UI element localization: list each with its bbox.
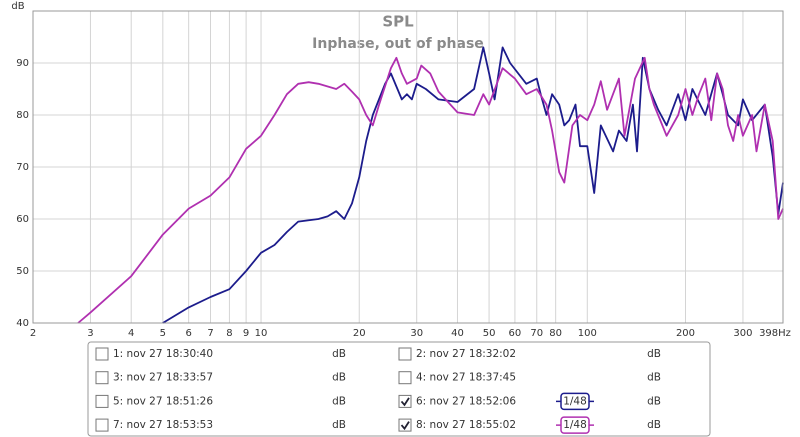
y-tick-label: 50 [16, 266, 29, 277]
y-axis-label: dB [11, 1, 24, 12]
x-tick-label: 9 [243, 328, 249, 339]
x-tick-label: 2 [30, 328, 36, 339]
x-tick-label: 80 [549, 328, 562, 339]
line-series [77, 56, 784, 324]
legend-label: 8: nov 27 18:55:02 [416, 419, 516, 431]
checkbox[interactable] [95, 418, 109, 432]
legend-label: 6: nov 27 18:52:06 [416, 395, 516, 407]
legend-unit: dB [647, 372, 661, 384]
chart-subtitle: Inphase, out of phase [312, 36, 484, 52]
checkmark [400, 397, 410, 407]
legend-label: 3: nov 27 18:33:57 [113, 372, 213, 384]
smoothing-badge[interactable] [560, 416, 590, 434]
legend [87, 341, 711, 437]
smoothing-label: 1/48 [563, 419, 587, 431]
legend-label: 1: nov 27 18:30:40 [113, 348, 213, 360]
y-tick-label: 80 [16, 110, 29, 121]
plot-area [32, 10, 784, 324]
checkbox[interactable] [95, 371, 109, 385]
legend-unit: dB [332, 348, 346, 360]
legend-unit: dB [647, 395, 661, 407]
x-tick-label: 6 [185, 328, 191, 339]
smoothing-badge[interactable] [560, 392, 590, 411]
x-tick-label: 4 [128, 328, 134, 339]
x-tick-label: 30 [410, 328, 423, 339]
y-tick-label: 90 [16, 58, 29, 69]
legend-unit: dB [647, 419, 661, 431]
legend-unit: dB [332, 372, 346, 384]
y-tick-label: 70 [16, 162, 29, 173]
legend-unit: dB [332, 419, 346, 431]
x-tick-label: 5 [160, 328, 166, 339]
x-tick-label: 20 [353, 328, 366, 339]
x-tick-label: 8 [226, 328, 232, 339]
x-tick-label: 7 [207, 328, 213, 339]
line-series [162, 46, 784, 324]
checkmark [400, 421, 410, 431]
legend-label: 4: nov 27 18:37:45 [416, 372, 516, 384]
legend-label: 7: nov 27 18:53:53 [113, 419, 213, 431]
y-tick-label: 40 [16, 318, 29, 329]
legend-label: 2: nov 27 18:32:02 [416, 348, 516, 360]
x-tick-label: 398Hz [759, 328, 791, 339]
x-tick-label: 10 [255, 328, 268, 339]
x-tick-label: 50 [483, 328, 496, 339]
chart-title: SPL [382, 13, 414, 31]
legend-unit: dB [332, 395, 346, 407]
x-tick-label: 70 [530, 328, 543, 339]
x-tick-label: 300 [733, 328, 752, 339]
checkbox[interactable] [95, 394, 109, 408]
x-tick-label: 200 [676, 328, 695, 339]
x-tick-label: 60 [509, 328, 522, 339]
y-tick-label: 60 [16, 214, 29, 225]
legend-unit: dB [647, 348, 661, 360]
checkbox[interactable] [398, 347, 412, 361]
x-tick-label: 40 [451, 328, 464, 339]
checkbox[interactable] [95, 347, 109, 361]
x-tick-label: 100 [578, 328, 597, 339]
x-tick-label: 3 [87, 328, 93, 339]
legend-label: 5: nov 27 18:51:26 [113, 395, 213, 407]
checkbox[interactable] [398, 371, 412, 385]
smoothing-label: 1/48 [563, 395, 587, 407]
